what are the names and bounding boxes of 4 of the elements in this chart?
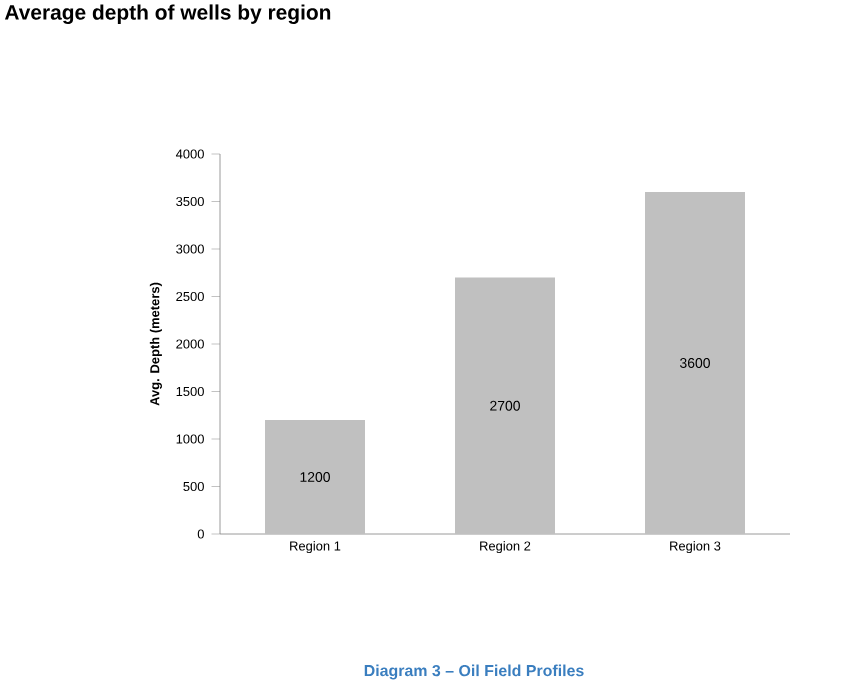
chart-title: Average depth of wells by region (4, 4, 331, 24)
bar (265, 420, 365, 534)
bar (455, 277, 555, 534)
bar (645, 192, 745, 534)
